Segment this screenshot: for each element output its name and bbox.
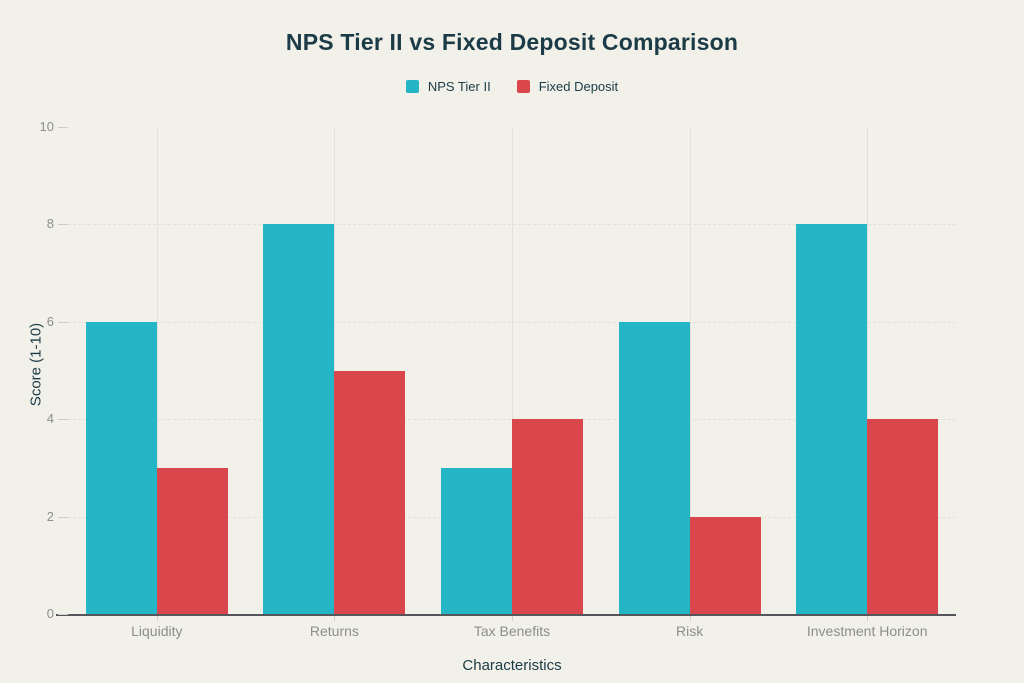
bar-nps-tier-ii[interactable]: [618, 321, 690, 614]
y-tick-label: 0: [46, 606, 54, 621]
legend-label: Fixed Deposit: [538, 79, 619, 94]
bar-nps-tier-ii[interactable]: [441, 467, 512, 614]
chart-title: NPS Tier II vs Fixed Deposit Comparison: [285, 29, 739, 55]
gridline-vertical: [156, 127, 158, 614]
y-tick-mark: [58, 127, 68, 128]
bar-nps-tier-ii[interactable]: [85, 321, 157, 614]
legend-item[interactable]: Fixed Deposit: [516, 79, 619, 94]
bar-fixed-deposit[interactable]: [512, 419, 583, 614]
y-tick-label: 4: [46, 411, 54, 427]
y-tick-label: 6: [46, 313, 54, 329]
x-tick-mark: [512, 616, 513, 621]
bar-nps-tier-ii[interactable]: [796, 224, 868, 614]
gridline-vertical: [867, 127, 869, 614]
legend-swatch-icon: [405, 80, 419, 93]
bar-fixed-deposit[interactable]: [689, 516, 761, 614]
bar-fixed-deposit[interactable]: [867, 419, 939, 614]
y-tick-mark: [58, 419, 68, 421]
bar-fixed-deposit[interactable]: [334, 370, 406, 614]
x-category-label: Tax Benefits: [473, 623, 551, 639]
y-tick-label: 10: [39, 119, 54, 134]
x-category-label: Liquidity: [131, 623, 183, 639]
legend: NPS Tier II Fixed Deposit: [0, 79, 1024, 94]
bar-nps-tier-ii[interactable]: [263, 224, 335, 614]
y-tick-label: 2: [46, 508, 54, 524]
gridline-vertical: [689, 127, 691, 614]
plot-area: [68, 127, 956, 616]
legend-swatch-icon: [516, 80, 530, 93]
x-tick-mark: [689, 616, 691, 621]
x-axis-line: [56, 614, 68, 616]
gridline-vertical: [512, 127, 513, 614]
x-tick-mark: [867, 616, 869, 621]
legend-item[interactable]: NPS Tier II: [405, 79, 491, 94]
x-category-label: Investment Horizon: [806, 623, 928, 639]
y-tick-mark: [58, 614, 68, 615]
x-axis-title: Characteristics: [462, 657, 562, 674]
y-tick-mark: [58, 516, 68, 518]
x-category-label: Returns: [309, 623, 359, 639]
x-tick-mark: [156, 616, 158, 621]
x-category-label: Risk: [675, 623, 704, 639]
y-tick-mark: [58, 224, 68, 226]
x-tick-mark: [334, 616, 336, 621]
legend-label: NPS Tier II: [427, 79, 491, 94]
y-tick-label: 8: [46, 216, 54, 232]
bar-fixed-deposit[interactable]: [156, 467, 228, 614]
y-tick-mark: [58, 321, 68, 323]
